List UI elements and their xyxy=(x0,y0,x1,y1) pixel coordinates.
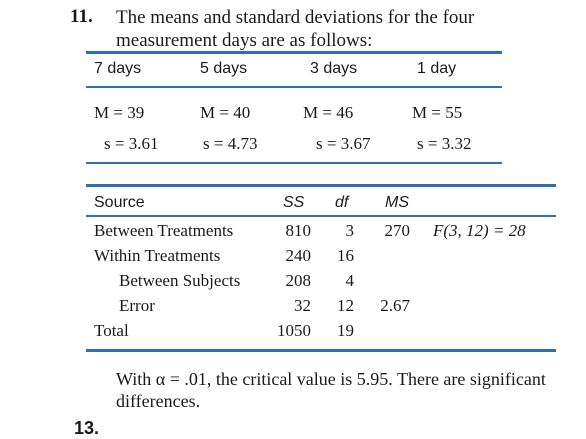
means-header-1-day: 1 day xyxy=(417,60,457,77)
anova-ms-between-treatments: 270 xyxy=(384,221,411,240)
anova-source-within-treatments: Within Treatments xyxy=(94,246,221,265)
anova-ss-total: 1050 xyxy=(277,321,311,340)
anova-source-between-subjects: Between Subjects xyxy=(119,271,241,290)
anova-df-between-subjects: 4 xyxy=(345,271,355,290)
means-table-top-rule xyxy=(86,51,502,54)
anova-ms-error: 2.67 xyxy=(380,296,410,315)
sd-5-days: s = 4.73 xyxy=(203,134,258,153)
anova-ss-error: 32 xyxy=(294,296,311,315)
anova-source-error: Error xyxy=(119,296,155,315)
mean-1-day: M = 55 xyxy=(412,103,463,122)
anova-source-total: Total xyxy=(94,321,129,340)
anova-ss-between-subjects: 208 xyxy=(285,271,312,290)
conclusion-text: With α = .01, the critical value is 5.95… xyxy=(116,369,546,411)
sd-1-day: s = 3.32 xyxy=(417,134,472,153)
anova-df-error: 12 xyxy=(337,296,354,315)
mean-5-days: M = 40 xyxy=(200,103,251,122)
problem-statement: The means and standard deviations for th… xyxy=(116,7,475,51)
means-header-5-days: 5 days xyxy=(200,60,248,77)
anova-header-ss: SS xyxy=(283,194,305,211)
mean-7-days: M = 39 xyxy=(94,103,145,122)
anova-ss-between-treatments: 810 xyxy=(285,221,312,240)
anova-ss-within-treatments: 240 xyxy=(285,246,312,265)
means-table-header-rule xyxy=(86,86,502,88)
anova-table-header-rule xyxy=(86,215,556,217)
next-problem-number: 13. xyxy=(74,418,100,438)
anova-table-bottom-rule xyxy=(86,349,556,352)
anova-df-total: 19 xyxy=(337,321,354,340)
problem-number: 11. xyxy=(70,6,93,27)
sd-7-days: s = 3.61 xyxy=(104,134,159,153)
means-table-bottom-rule xyxy=(86,162,502,164)
anova-df-within-treatments: 16 xyxy=(337,246,354,265)
means-header-3-days: 3 days xyxy=(310,60,358,77)
anova-header-source: Source xyxy=(94,194,145,211)
sd-3-days: s = 3.67 xyxy=(316,134,371,153)
anova-f-ratio: F(3, 12) = 28 xyxy=(433,221,526,240)
anova-source-between-treatments: Between Treatments xyxy=(94,221,234,240)
means-header-7-days: 7 days xyxy=(94,60,142,77)
mean-3-days: M = 46 xyxy=(303,103,354,122)
anova-header-df: df xyxy=(335,194,349,211)
anova-table-top-rule xyxy=(86,184,556,187)
anova-header-ms: MS xyxy=(385,194,409,211)
anova-df-between-treatments: 3 xyxy=(345,221,355,240)
